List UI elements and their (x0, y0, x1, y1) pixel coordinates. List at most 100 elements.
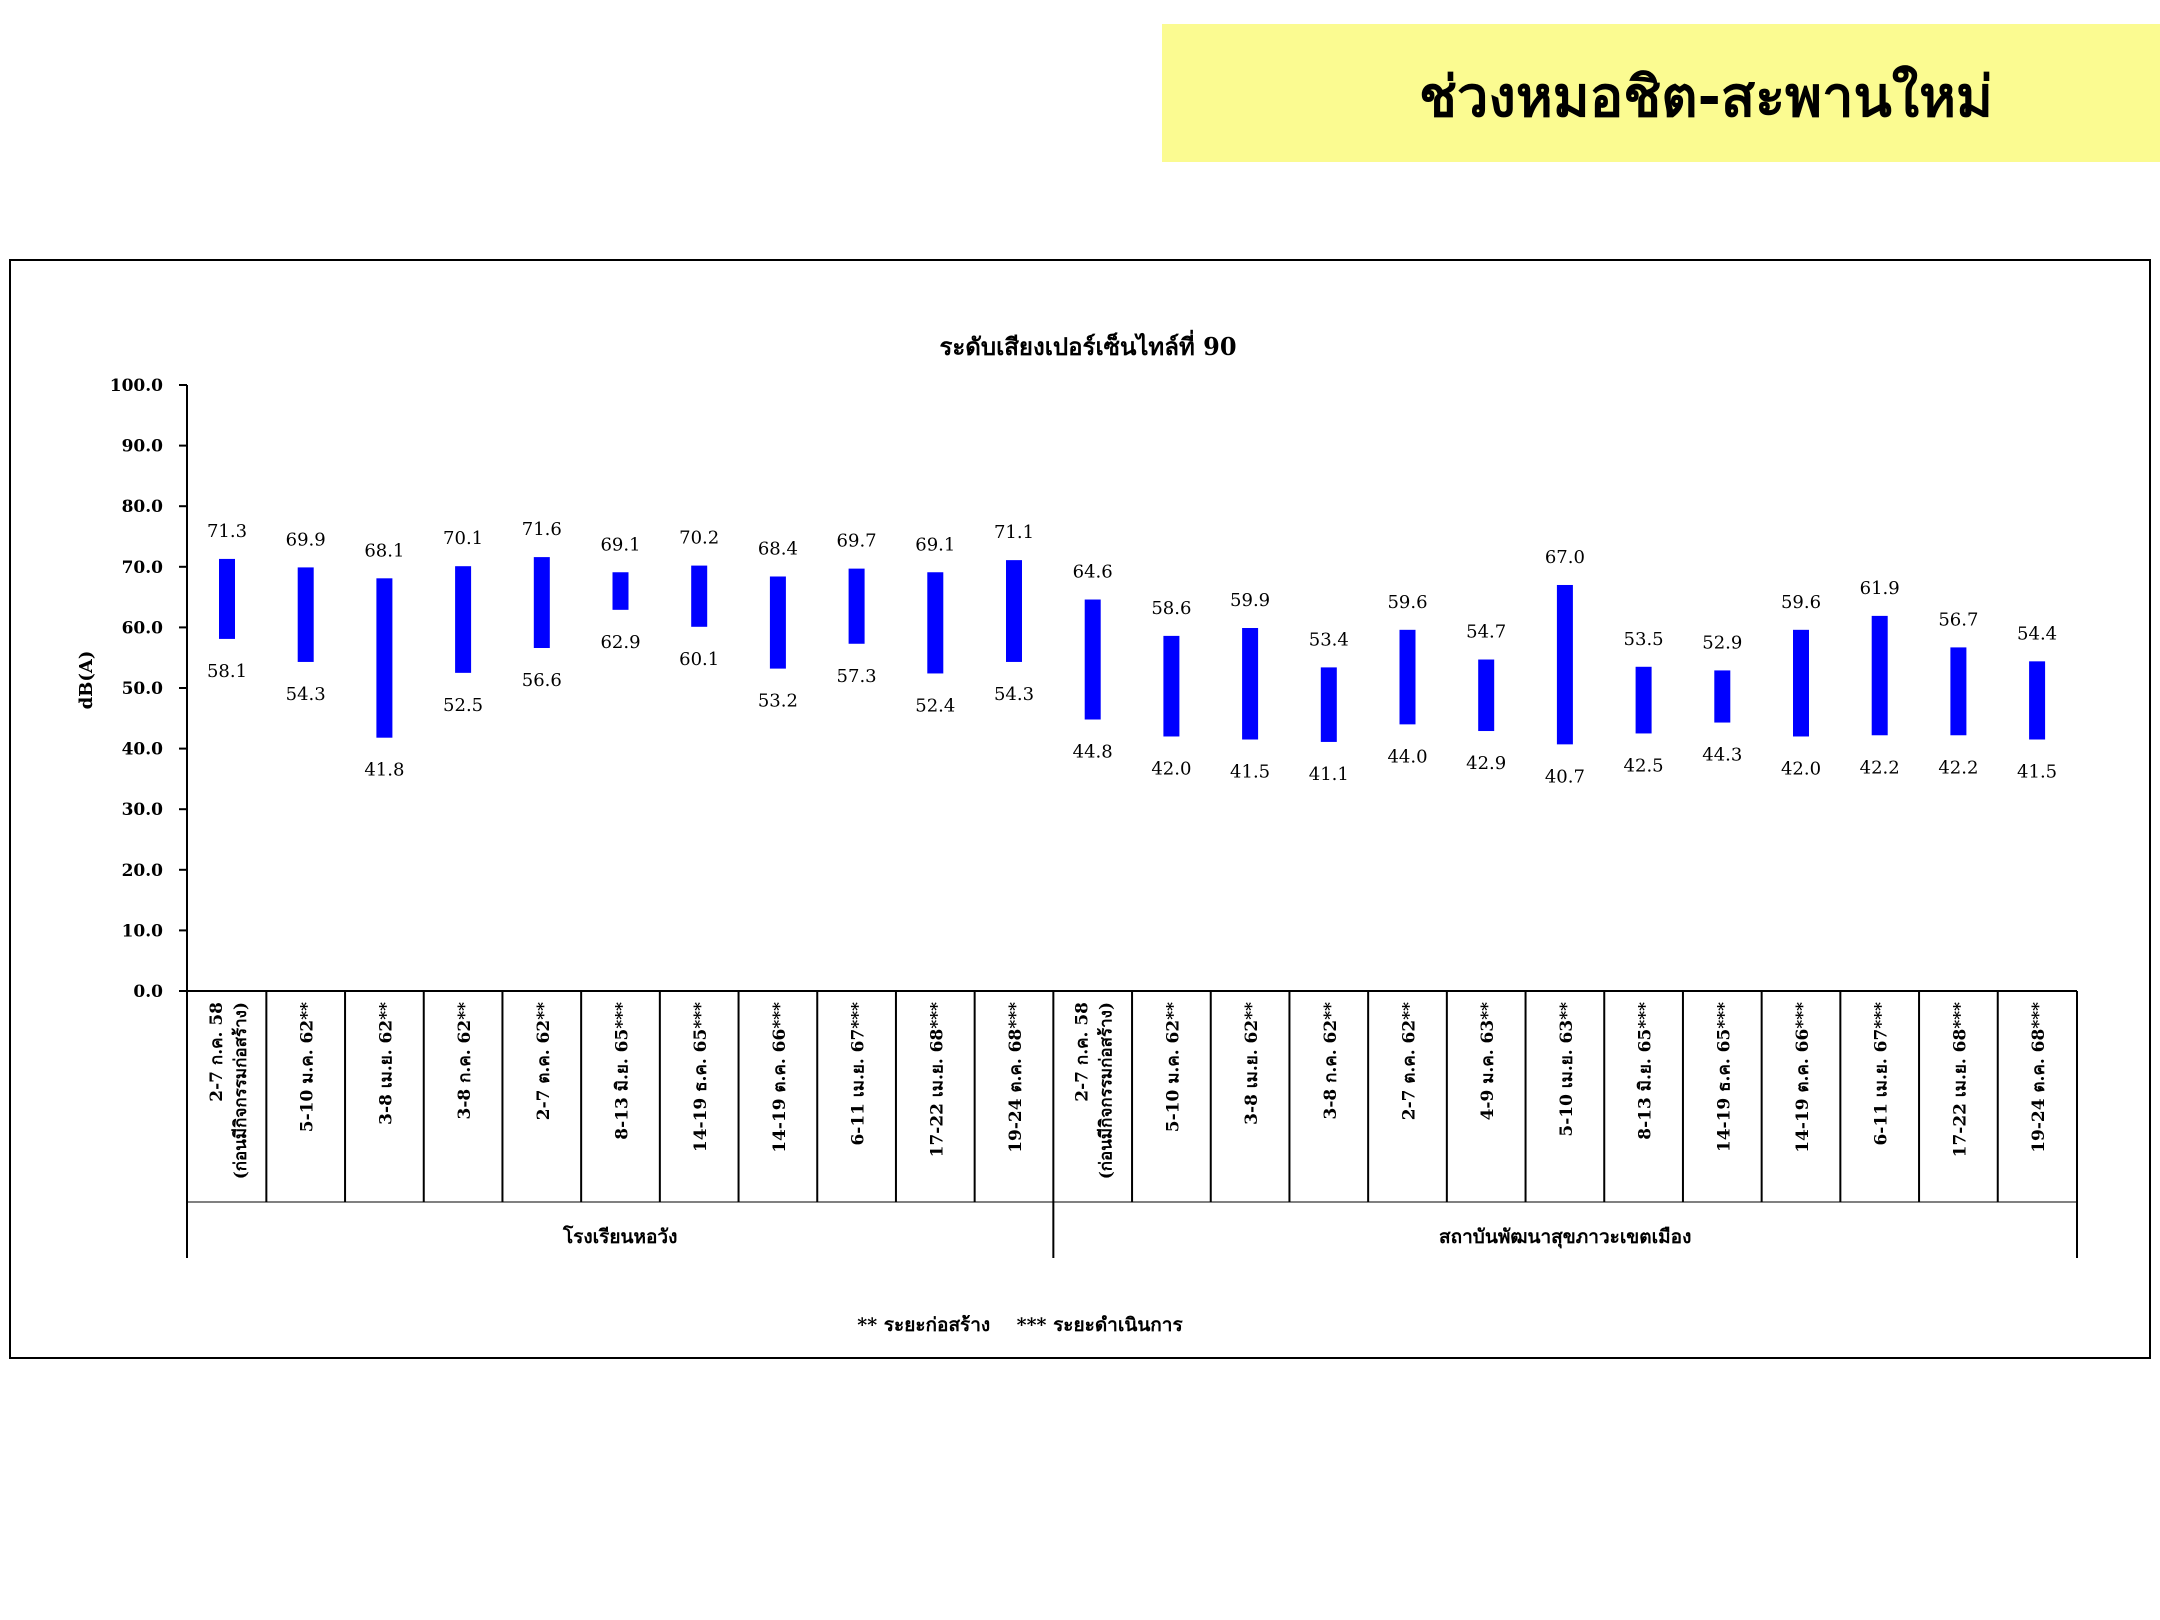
x-tick-label-line: 6-11 เม.ย. 67*** (849, 1002, 869, 1146)
range-bar (376, 578, 393, 738)
x-tick-label-line: 2-7 ก.ค. 58 (1073, 1002, 1093, 1102)
data-label-low: 42.2 (1938, 757, 1978, 778)
chart-frame (9, 259, 2151, 1359)
data-label-high: 69.1 (915, 534, 955, 555)
data-label-low: 42.2 (1860, 757, 1900, 778)
data-label-high: 53.4 (1309, 629, 1349, 650)
data-label-high: 68.4 (758, 538, 798, 559)
plot-area: 71.3 58.1 69.9 54.3 68.1 41.8 70.1 52.5 71.6 56.6… (207, 519, 2057, 787)
x-tick-label: 14-19 ต.ค. 66*** (770, 1002, 790, 1153)
chart-title: ระดับเสียงเปอร์เซ็นไทล์ที่ 90 (939, 329, 1236, 361)
range-bar (1163, 635, 1180, 737)
page-title: ช่วงหมอชิต-สะพานใหม่ (1419, 65, 1993, 130)
y-tick-label: 10.0 (122, 921, 164, 941)
range-bar (691, 565, 708, 627)
range-bar (1714, 670, 1731, 723)
range-bar (1399, 629, 1416, 725)
range-bar (1478, 659, 1495, 732)
x-tick-label: 17-22 เม.ย. 68*** (1950, 1002, 1970, 1157)
x-tick-label-line: (ก่อนมีกิจกรรมก่อสร้าง) (230, 1002, 251, 1179)
data-label-low: 53.2 (758, 691, 798, 712)
x-tick-label-line: 5-10 เม.ย. 63** (1557, 1002, 1577, 1137)
range-bar (533, 557, 550, 649)
data-label-low: 57.3 (837, 666, 877, 687)
data-label-high: 61.9 (1860, 578, 1900, 599)
data-label-high: 71.6 (522, 519, 562, 540)
x-tick-label: 2-7 ต.ค. 62** (1400, 1002, 1420, 1120)
x-tick-label-line: 4-9 ม.ค. 63** (1478, 1002, 1498, 1121)
x-tick-label-line: 14-19 ต.ค. 66*** (770, 1002, 790, 1153)
data-label-high: 71.1 (994, 522, 1034, 543)
range-bar (1006, 560, 1022, 662)
x-tick-label: 19-24 ต.ค. 68*** (2029, 1002, 2049, 1153)
x-tick-label: 3-8 ก.ค. 62** (455, 1002, 475, 1120)
chart-legend: ** ระยะก่อสร้าง *** ระยะดำเนินการ (857, 1314, 1183, 1336)
data-label-low: 54.3 (994, 684, 1034, 705)
x-tick-label-line: 5-10 ม.ค. 62** (298, 1002, 318, 1132)
range-bar (1084, 599, 1101, 720)
x-tick-label-line: (ก่อนมีกิจกรรมก่อสร้าง) (1096, 1002, 1117, 1179)
x-tick-label: 14-19 ธ.ค. 65*** (1714, 1002, 1734, 1152)
data-label-low: 44.3 (1702, 745, 1742, 766)
data-label-high: 69.7 (837, 531, 877, 552)
x-tick-label: 17-22 เม.ย. 68*** (927, 1002, 947, 1157)
x-tick-label-line: 14-19 ธ.ค. 65*** (691, 1002, 711, 1152)
y-tick-label: 30.0 (122, 800, 164, 820)
data-label-high: 59.6 (1781, 592, 1821, 613)
data-label-low: 42.0 (1151, 758, 1191, 779)
x-tick-label: 6-11 เม.ย. 67*** (1872, 1002, 1892, 1146)
data-label-low: 44.8 (1073, 742, 1113, 763)
range-bar (2029, 661, 2046, 740)
x-tick-label-line: 5-10 ม.ค. 62** (1163, 1002, 1183, 1132)
data-label-high: 71.3 (207, 521, 247, 542)
data-label-high: 69.9 (286, 529, 326, 550)
x-tick-label-line: 17-22 เม.ย. 68*** (1950, 1002, 1970, 1157)
data-label-high: 70.2 (679, 528, 719, 549)
x-tick-label-line: 19-24 ต.ค. 68*** (2029, 1002, 2049, 1153)
x-tick-label-line: 8-13 มิ.ย. 65*** (1636, 1002, 1656, 1140)
range-bar (1871, 615, 1888, 736)
data-label-low: 56.6 (522, 670, 562, 691)
x-tick-label: 19-24 ต.ค. 68*** (1006, 1002, 1026, 1153)
data-label-high: 59.6 (1387, 592, 1427, 613)
data-label-high: 67.0 (1545, 547, 1585, 568)
range-bar (927, 572, 944, 674)
range-bar (1242, 628, 1259, 740)
y-tick-label: 20.0 (122, 861, 164, 881)
data-label-low: 52.4 (915, 695, 955, 716)
x-tick-label: 2-7 ต.ค. 62** (534, 1002, 554, 1120)
y-tick-label: 40.0 (122, 740, 164, 760)
x-tick-label: 5-10 ม.ค. 62** (298, 1002, 318, 1132)
range-bar (1950, 647, 1967, 736)
data-label-low: 41.5 (1230, 762, 1270, 783)
range-bar (1635, 666, 1652, 734)
data-label-high: 64.6 (1073, 562, 1113, 583)
x-tick-label-line: 2-7 ต.ค. 62** (1400, 1002, 1420, 1120)
x-tick-label-line: 3-8 ก.ค. 62** (455, 1002, 475, 1120)
x-tick-label-line: 17-22 เม.ย. 68*** (927, 1002, 947, 1157)
data-label-low: 52.5 (443, 695, 483, 716)
x-tick-label: 3-8 เม.ย. 62** (376, 1002, 396, 1125)
data-label-low: 44.0 (1387, 746, 1427, 767)
x-group-label: สถาบันพัฒนาสุขภาวะเขตเมือง (1439, 1226, 1691, 1249)
data-label-low: 41.8 (364, 760, 404, 781)
range-bar (1793, 629, 1809, 737)
x-tick-label-line: 19-24 ต.ค. 68*** (1006, 1002, 1026, 1153)
y-tick-label: 0.0 (133, 982, 163, 1002)
x-tick-label-line: 3-8 ก.ค. 62** (1321, 1002, 1341, 1120)
x-tick-label: 14-19 ต.ค. 66*** (1793, 1002, 1813, 1153)
x-group-label: โรงเรียนหอวัง (562, 1225, 677, 1248)
x-tick-label: 8-13 มิ.ย. 65*** (1636, 1002, 1656, 1140)
range-bar (297, 567, 314, 662)
x-tick-label: 3-8 เม.ย. 62** (1242, 1002, 1262, 1125)
data-label-low: 41.5 (2017, 762, 2057, 783)
x-tick-label-line: 8-13 มิ.ย. 65*** (613, 1002, 633, 1140)
data-label-low: 40.7 (1545, 766, 1585, 787)
data-label-high: 52.9 (1702, 632, 1742, 653)
range-bar (1556, 584, 1573, 745)
data-label-high: 70.1 (443, 528, 483, 549)
data-label-high: 56.7 (1938, 609, 1978, 630)
range-bar (1320, 667, 1337, 742)
y-tick-label: 80.0 (122, 497, 164, 517)
